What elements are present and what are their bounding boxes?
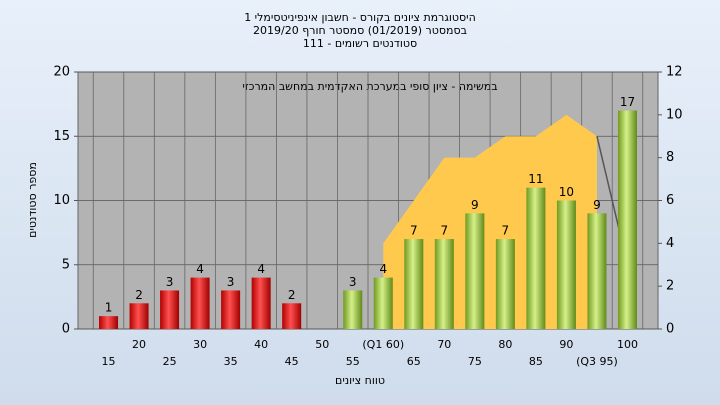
value-label: 7 <box>440 224 448 238</box>
bar <box>404 239 424 329</box>
annotation: במשימה - ציון סופי במערכת האקדמית במחשב … <box>242 80 497 93</box>
y-tick-label: 10 <box>53 193 70 208</box>
bar <box>526 187 546 329</box>
value-label: 10 <box>559 185 574 199</box>
x-tick-label: 90 <box>559 338 573 351</box>
x-tick-label: 75 <box>468 355 482 368</box>
bar <box>190 277 210 329</box>
value-label: 17 <box>620 95 635 109</box>
x-tick-label: 65 <box>407 355 421 368</box>
value-label: 2 <box>135 288 143 302</box>
bar <box>282 303 302 329</box>
bar <box>556 200 576 329</box>
y2-tick-label: 2 <box>666 279 674 294</box>
chart-subtitle: בסמסטר (01/2019) סמסטר חורף 2019/20 <box>253 24 467 37</box>
value-label: 4 <box>379 262 387 276</box>
bar <box>373 277 393 329</box>
value-label: 1 <box>105 301 113 315</box>
value-label: 4 <box>196 262 204 276</box>
value-label: 7 <box>410 224 418 238</box>
x-tick-label: 85 <box>529 355 543 368</box>
bar <box>251 277 271 329</box>
bar <box>129 303 149 329</box>
bar <box>221 290 241 329</box>
value-label: 4 <box>257 262 265 276</box>
x-tick-label: 30 <box>193 338 207 351</box>
x-tick-label: 50 <box>315 338 329 351</box>
y-axis-label: מספר סטודנטים <box>26 162 39 238</box>
x-tick-label: 55 <box>346 355 360 368</box>
y2-tick-label: 6 <box>666 193 674 208</box>
value-label: 11 <box>528 172 543 186</box>
x-tick-label: 20 <box>132 338 146 351</box>
value-label: 2 <box>288 288 296 302</box>
bar <box>343 290 363 329</box>
x-tick-label: 40 <box>254 338 268 351</box>
x-tick-label: 35 <box>224 355 238 368</box>
x-tick-label: 45 <box>285 355 299 368</box>
y-tick-label: 0 <box>62 322 70 337</box>
x-axis-label: טווח ציונים <box>335 374 385 387</box>
bar <box>434 239 454 329</box>
value-label: 3 <box>349 275 357 289</box>
bar <box>587 213 607 329</box>
x-tick-label: 70 <box>437 338 451 351</box>
x-tick-label: 100 <box>617 338 638 351</box>
y-tick-label: 5 <box>62 257 70 272</box>
bar <box>495 239 515 329</box>
bar <box>160 290 180 329</box>
x-tick-label: (Q1 60) <box>362 338 404 351</box>
chart-title: היסטוגרמת ציונים בקורס - חשבון אינפיניטס… <box>244 11 476 24</box>
y2-tick-label: 4 <box>666 236 674 251</box>
y2-tick-label: 0 <box>666 322 674 337</box>
x-tick-label: 15 <box>102 355 116 368</box>
y2-tick-label: 8 <box>666 150 674 165</box>
chart-subtitle: סטודנטים רשומים - 111 <box>303 37 417 50</box>
y2-tick-label: 12 <box>666 65 683 80</box>
y-tick-label: 20 <box>53 65 70 80</box>
bar <box>99 316 119 329</box>
value-label: 7 <box>502 224 510 238</box>
x-tick-label: (Q3 95) <box>576 355 618 368</box>
x-tick-label: 80 <box>498 338 512 351</box>
y2-tick-label: 10 <box>666 107 683 122</box>
y-tick-label: 15 <box>53 129 70 144</box>
bar <box>617 110 637 329</box>
value-label: 3 <box>166 275 174 289</box>
bar <box>465 213 485 329</box>
x-tick-label: 25 <box>163 355 177 368</box>
value-label: 3 <box>227 275 235 289</box>
value-label: 9 <box>471 198 479 212</box>
value-label: 9 <box>593 198 601 212</box>
